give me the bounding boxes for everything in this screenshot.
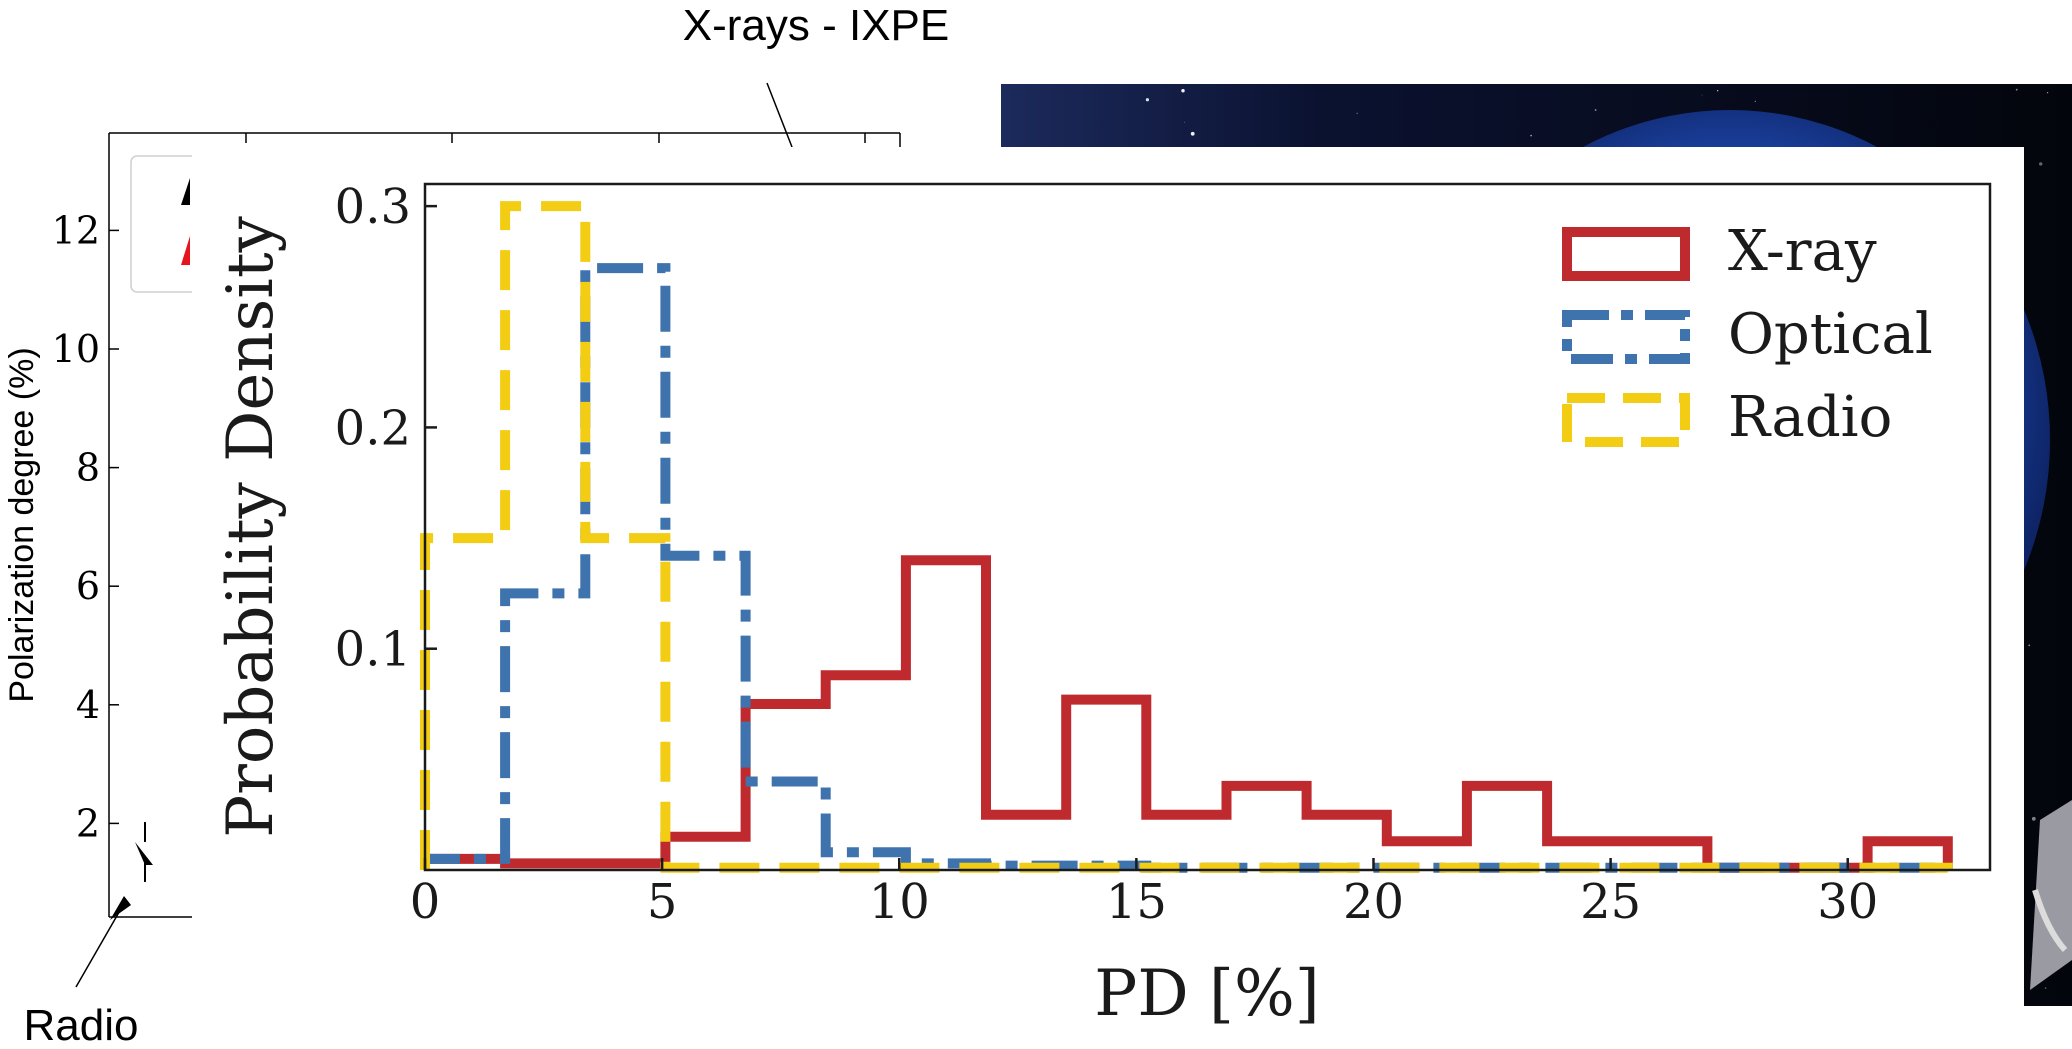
x-tick-label: 15 <box>1106 874 1167 930</box>
legend-swatch <box>1562 310 1690 364</box>
bg-y-tick-label: 2 <box>76 801 100 845</box>
x-axis-label: PD [%] <box>1094 957 1319 1031</box>
histogram-panel-background <box>192 147 2024 1049</box>
x-ticks: 0 5 10 15 20 25 30 <box>410 858 1878 930</box>
radio-arrow-head <box>110 896 131 920</box>
histogram-panel: 0 5 10 15 20 25 30 0.1 0.2 0.3 PD [%] Probabilit… <box>192 147 2024 1049</box>
bg-y-ticks: 2 4 6 8 10 12 <box>52 208 119 845</box>
radio-annotation: Radio <box>24 1001 139 1049</box>
x-tick-label: 25 <box>1580 874 1641 930</box>
legend: X-ray Optical Radio <box>1562 219 1933 450</box>
legend-swatch <box>1562 227 1690 281</box>
x-tick-label: 30 <box>1817 874 1878 930</box>
legend-swatch <box>1562 393 1690 447</box>
bg-y-axis-label: Polarization degree (%) <box>3 347 41 702</box>
bg-legend-marker-black <box>181 178 190 205</box>
y-axis-label: Probability Density <box>214 216 288 838</box>
x-tick-label: 0 <box>410 874 441 930</box>
histogram-series <box>420 201 1953 873</box>
bg-legend-marker-red <box>181 236 190 265</box>
bg-legend-box <box>130 155 202 293</box>
legend-label: Optical <box>1728 302 1933 367</box>
radio-pointer-line <box>75 906 123 988</box>
y-tick-label: 0.2 <box>335 400 411 456</box>
plot-frame <box>423 182 1992 872</box>
bg-data-marker <box>135 842 153 865</box>
bg-y-tick-label: 4 <box>76 683 100 727</box>
legend-label: X-ray <box>1728 219 1877 284</box>
y-tick-label: 0.1 <box>335 622 411 678</box>
xray-pointer-line <box>766 82 793 148</box>
x-tick-label: 20 <box>1343 874 1404 930</box>
y-tick-label: 0.3 <box>335 179 411 235</box>
legend-label: Radio <box>1728 385 1892 450</box>
bg-y-tick-label: 6 <box>76 564 100 608</box>
x-tick-label: 10 <box>869 874 930 930</box>
bg-y-tick-label: 10 <box>52 327 100 371</box>
bg-y-tick-label: 12 <box>52 208 100 252</box>
x-tick-label: 5 <box>647 874 678 930</box>
xrays-ixpe-annotation: X-rays - IXPE <box>683 1 950 50</box>
histogram-radio-series <box>420 201 1953 873</box>
y-ticks: 0.1 0.2 0.3 <box>335 179 437 678</box>
bg-y-tick-label: 8 <box>76 446 100 490</box>
satellite-ring <box>2032 889 2068 953</box>
background-chart: 2 4 6 8 10 12 Polarization degree (%) <box>3 82 901 988</box>
